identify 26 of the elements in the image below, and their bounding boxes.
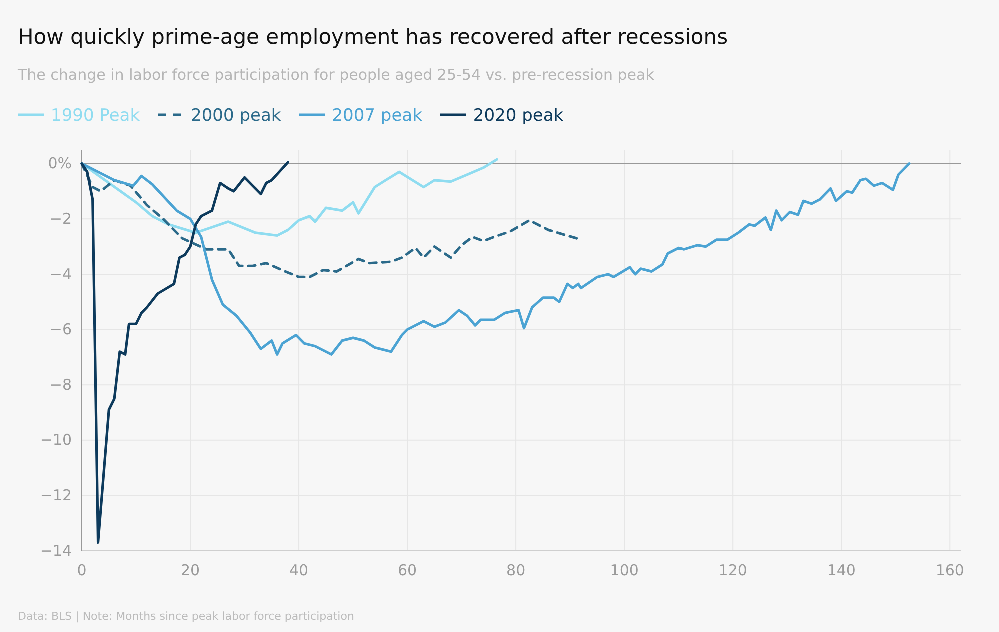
legend-label: 2000 peak [191, 106, 282, 126]
x-tick-label: 160 [936, 562, 964, 580]
line-series [80, 162, 911, 356]
chart-subtitle: The change in labor force participation for people aged 25-54 vs. pre-recession peak [17, 66, 655, 84]
legend-label: 1990 Peak [51, 106, 140, 126]
text: Data: BLS | Note: Months since peak labor force participation [18, 610, 354, 623]
y-tick-label: 0% [48, 154, 72, 173]
y-tick-label: −6 [50, 320, 72, 339]
legend-label: 2020 peak [473, 106, 564, 126]
x-tick-label: 120 [718, 562, 748, 580]
x-tick-label: 80 [506, 562, 526, 580]
line-series [80, 161, 290, 544]
legend-label: 2007 peak [332, 106, 423, 126]
y-tick-label: −12 [40, 486, 72, 504]
y-tick-label: −4 [50, 265, 72, 284]
x-tick-label: 20 [180, 562, 200, 580]
x-tick-label: 100 [610, 562, 639, 580]
y-tick-label: −8 [50, 376, 72, 394]
x-tick-label: 0 [77, 562, 87, 580]
x-tick-label: 60 [398, 562, 418, 580]
y-tick-label: −14 [40, 542, 72, 560]
x-tick-label: 40 [289, 562, 309, 580]
chart-title: How quickly prime-age employment has recovered after recessions [18, 25, 728, 49]
y-tick-label: −10 [40, 431, 72, 450]
x-tick-label: 140 [827, 562, 856, 580]
y-tick-label: −2 [50, 210, 72, 228]
